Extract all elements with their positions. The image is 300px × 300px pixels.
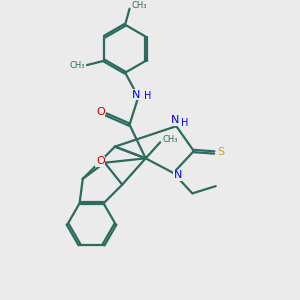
Text: O: O xyxy=(96,156,105,166)
Text: N: N xyxy=(132,90,140,100)
Text: N: N xyxy=(171,115,179,125)
Text: H: H xyxy=(144,92,151,101)
Text: S: S xyxy=(217,148,224,158)
Text: CH₃: CH₃ xyxy=(163,135,178,144)
Text: H: H xyxy=(181,118,188,128)
Text: CH₃: CH₃ xyxy=(131,1,147,10)
Text: O: O xyxy=(96,107,105,117)
Text: N: N xyxy=(174,170,182,180)
Text: CH₃: CH₃ xyxy=(70,61,85,70)
